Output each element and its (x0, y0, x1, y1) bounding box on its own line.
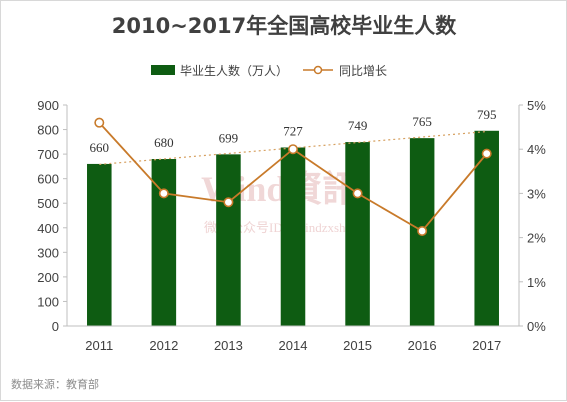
right-axis: 0% 1% 2% 3% 4% 5% (518, 98, 546, 334)
left-tick-label: 500 (37, 196, 59, 211)
bar (87, 163, 112, 326)
bar (280, 147, 306, 326)
growth-point (223, 197, 234, 208)
bar (216, 154, 241, 326)
legend-bar-label: 毕业生人数（万人） (180, 63, 288, 78)
bar (151, 159, 177, 326)
right-tick-label: 0% (527, 319, 546, 334)
x-tick-label: 2011 (85, 338, 113, 353)
growth-point (94, 117, 105, 128)
bar-data-label: 727 (283, 123, 303, 138)
legend-bar-swatch (151, 65, 175, 75)
bar-data-label: 680 (154, 135, 174, 150)
bar (474, 130, 499, 326)
right-tick-label: 5% (527, 98, 546, 113)
left-axis: 0 100 200 300 400 500 600 700 800 900 (37, 98, 68, 334)
growth-line-series (94, 117, 492, 236)
bar-data-label: 699 (219, 130, 239, 145)
left-tick-label: 600 (37, 172, 59, 187)
legend-line-marker (313, 65, 323, 75)
bar-data-label: 660 (90, 140, 110, 155)
bar-data-label: 795 (477, 107, 497, 122)
growth-point (352, 188, 363, 199)
bar (345, 142, 370, 326)
source-note: 数据来源：教育部 (11, 377, 99, 391)
right-tick-label: 1% (527, 275, 546, 290)
left-tick-label: 200 (37, 270, 59, 285)
legend: 毕业生人数（万人） 同比增长 (151, 63, 387, 78)
x-tick-label: 2017 (472, 338, 501, 353)
legend-line-label: 同比增长 (339, 64, 387, 78)
bar-data-label: 749 (348, 118, 368, 133)
x-tick-label: 2013 (214, 338, 243, 353)
growth-point (417, 225, 428, 236)
left-tick-label: 400 (37, 221, 59, 236)
left-tick-label: 300 (37, 245, 59, 260)
right-tick-label: 2% (527, 231, 546, 246)
right-tick-label: 4% (527, 142, 546, 157)
x-tick-label: 2016 (408, 338, 437, 353)
left-tick-label: 0 (52, 319, 59, 334)
left-tick-label: 700 (37, 147, 59, 162)
bar-data-labels: 660 680 699 727 749 765 795 (90, 107, 497, 155)
growth-point (158, 188, 169, 199)
left-tick-label: 900 (37, 98, 59, 113)
bar-data-label: 765 (412, 114, 432, 129)
growth-point (287, 144, 298, 155)
x-axis: 2011 2012 2013 2014 2015 2016 2017 (67, 325, 519, 353)
bar-series (87, 130, 499, 326)
left-tick-label: 100 (37, 294, 59, 309)
growth-point (481, 148, 492, 159)
x-tick-label: 2015 (343, 338, 372, 353)
x-tick-label: 2012 (149, 338, 178, 353)
chart-title: 2010~2017年全国高校毕业生人数 (112, 14, 457, 38)
x-tick-label: 2014 (279, 338, 308, 353)
right-tick-label: 3% (527, 186, 546, 201)
left-tick-label: 800 (37, 123, 59, 138)
